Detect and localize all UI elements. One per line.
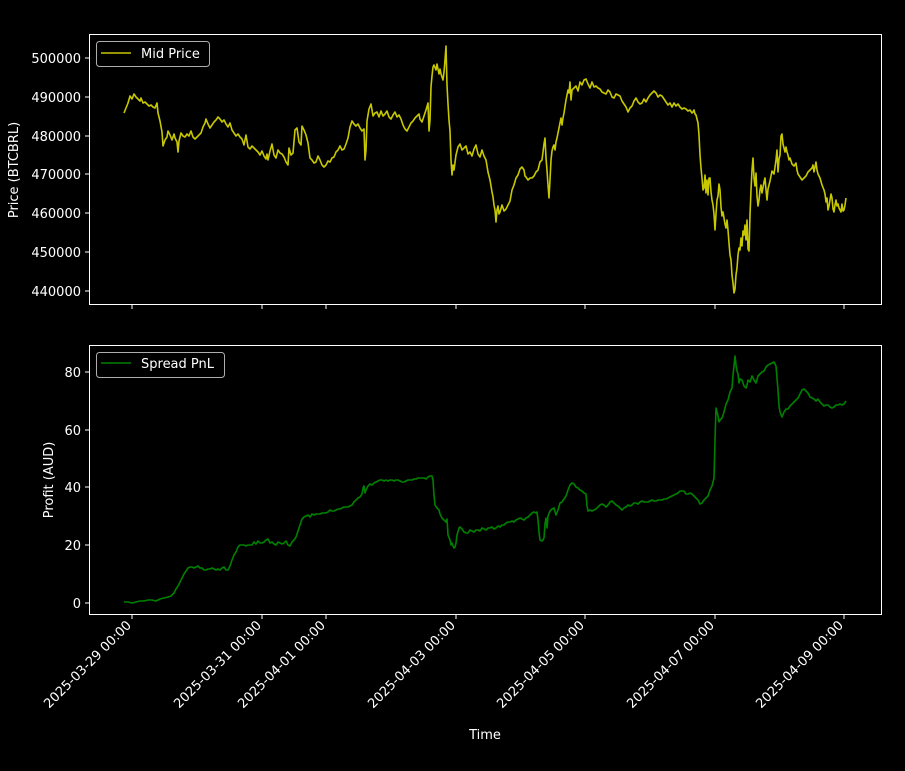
- price-legend-box: [96, 41, 210, 67]
- price-ytick-450000: 450000: [31, 246, 81, 261]
- pnl-axes-frame: [89, 345, 882, 615]
- price-panel: 500000 490000 480000 470000 460000 45000…: [7, 34, 882, 309]
- price-ytick-490000: 490000: [31, 91, 81, 106]
- pnl-legend-box: [96, 352, 225, 378]
- spread-pnl-line: [124, 355, 847, 604]
- price-y-axis-label: Price (BTCBRL): [7, 122, 22, 218]
- pnl-y-tick-labels: 80 60 40 20 0: [64, 366, 81, 612]
- price-axes-frame: [89, 34, 882, 305]
- pnl-y-axis-label: Profit (AUD): [42, 442, 57, 519]
- mid-price-line: [123, 45, 847, 294]
- pnl-y-ticks: [85, 371, 89, 604]
- price-ytick-440000: 440000: [31, 285, 81, 300]
- price-ytick-480000: 480000: [31, 130, 81, 145]
- price-ytick-470000: 470000: [31, 168, 81, 183]
- price-ytick-500000: 500000: [31, 52, 81, 67]
- pnl-legend: Spread PnL: [96, 352, 225, 378]
- pnl-panel: 80 60 40 20 0 Profit (AUD) Spread PnL: [42, 345, 882, 619]
- price-y-tick-labels: 500000 490000 480000 470000 460000 45000…: [31, 52, 81, 300]
- x-axis-label: Time: [468, 728, 501, 743]
- price-legend: Mid Price: [96, 41, 210, 67]
- price-legend-label: Mid Price: [141, 47, 200, 62]
- pnl-x-ticks: [131, 615, 845, 619]
- price-x-ticks: [131, 305, 845, 309]
- pnl-ytick-20: 20: [64, 539, 81, 554]
- pnl-legend-label: Spread PnL: [141, 357, 215, 372]
- price-y-ticks: [85, 57, 89, 292]
- pnl-ytick-40: 40: [64, 481, 81, 496]
- pnl-ytick-0: 0: [73, 597, 81, 612]
- pnl-ytick-60: 60: [64, 424, 81, 439]
- price-ytick-460000: 460000: [31, 207, 81, 222]
- pnl-ytick-80: 80: [64, 366, 81, 381]
